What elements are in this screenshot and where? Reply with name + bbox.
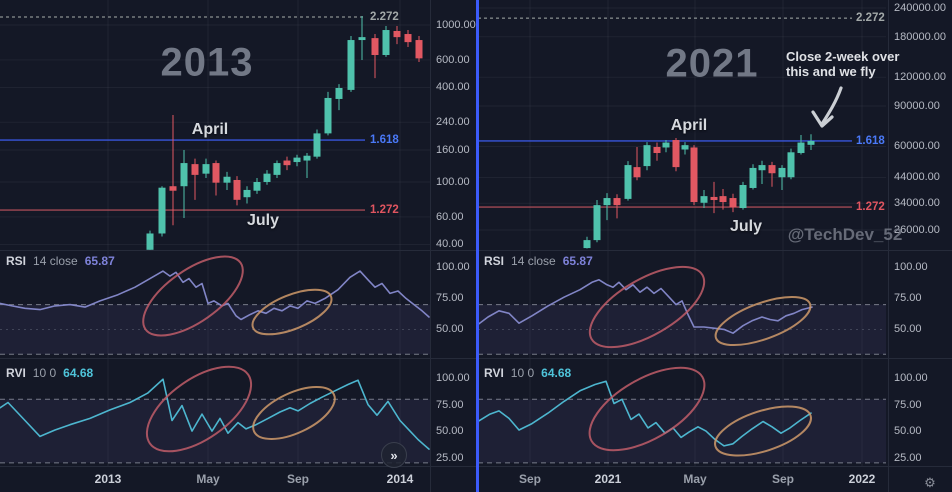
- highlight-ellipse[interactable]: [709, 397, 816, 466]
- scroll-to-latest-button[interactable]: »: [381, 442, 407, 468]
- rvi-band: [478, 398, 886, 464]
- rsi-line: [478, 278, 813, 335]
- highlight-ellipse[interactable]: [246, 376, 343, 449]
- highlight-ellipse[interactable]: [578, 251, 717, 363]
- highlight-ellipse[interactable]: [247, 281, 338, 344]
- highlight-ellipse[interactable]: [133, 350, 266, 468]
- candles-series: [146, 16, 423, 250]
- rvi-band: [0, 398, 430, 464]
- gridlines: [478, 0, 886, 466]
- time-axis-settings-icon[interactable]: ⚙: [924, 475, 936, 490]
- gridlines: [0, 0, 430, 466]
- candles-series: [583, 134, 815, 249]
- highlight-ellipse[interactable]: [710, 287, 816, 355]
- rvi-line: [478, 380, 812, 447]
- panel-divider[interactable]: [476, 0, 479, 492]
- rsi-line: [0, 270, 430, 321]
- annotation-arrow[interactable]: [811, 86, 843, 128]
- highlight-ellipse[interactable]: [577, 351, 718, 467]
- rvi-line: [0, 378, 430, 450]
- rsi-band: [478, 304, 886, 355]
- highlight-ellipse[interactable]: [131, 241, 256, 350]
